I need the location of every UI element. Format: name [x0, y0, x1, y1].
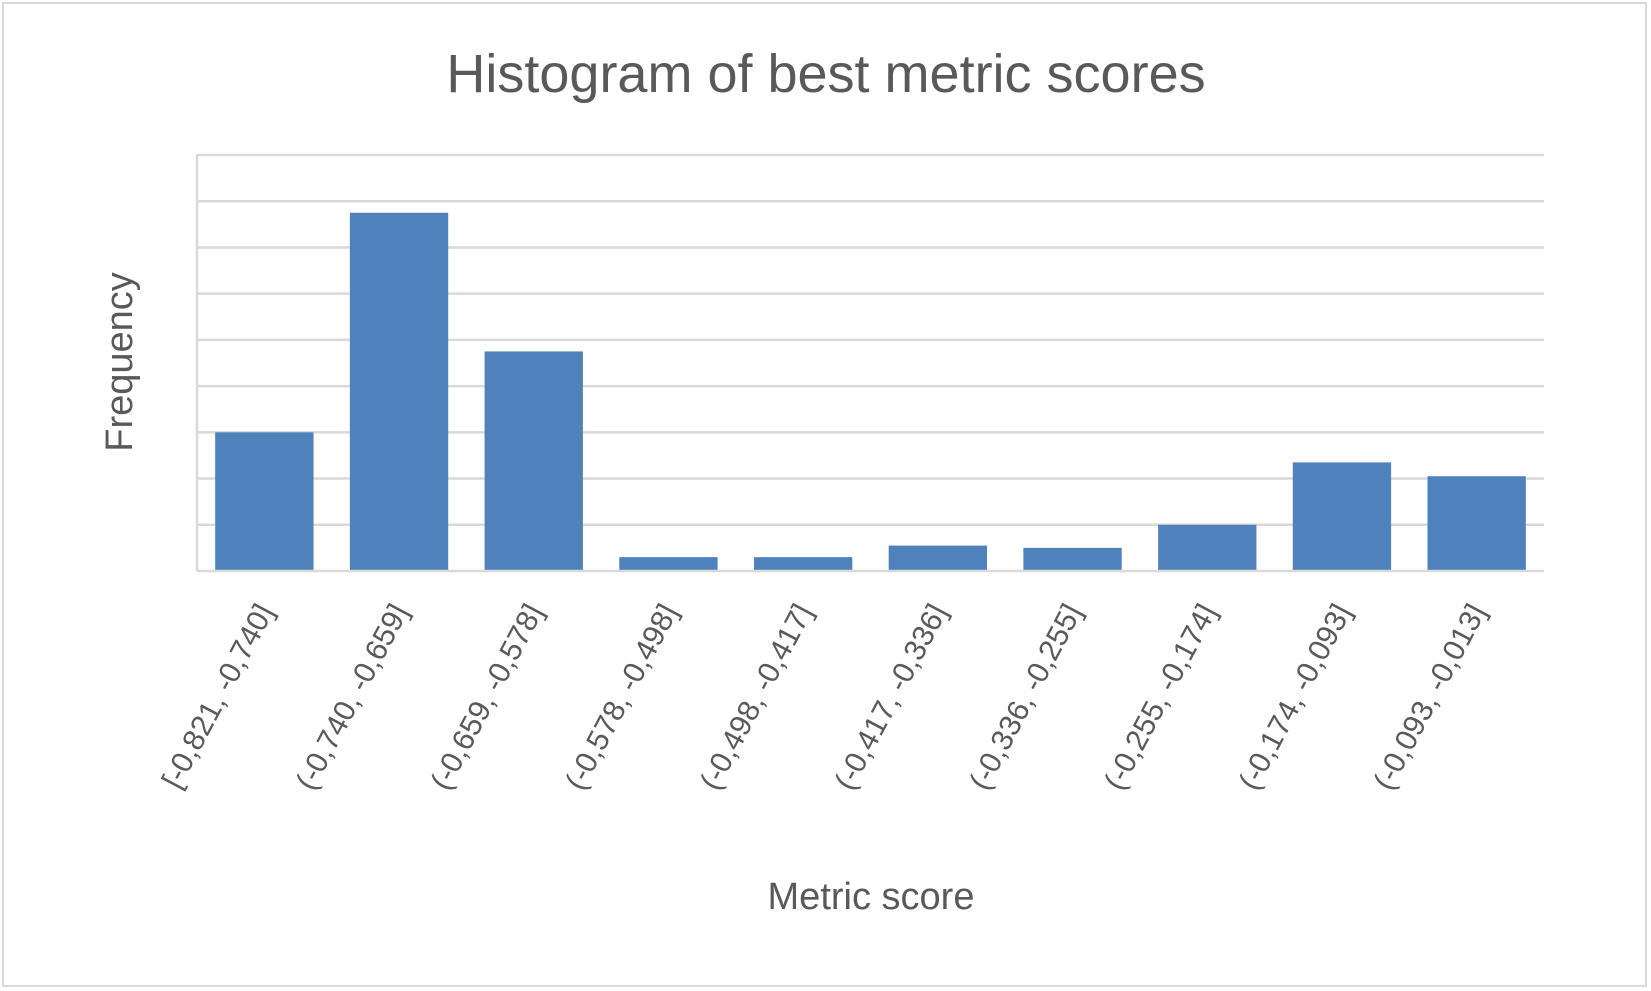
- bar: [619, 557, 718, 571]
- bar: [1158, 524, 1257, 571]
- x-tick-label: (-0,417, -0,336]: [829, 599, 954, 796]
- chart-title: Histogram of best metric scores: [446, 44, 1205, 104]
- bar: [1292, 462, 1392, 571]
- x-tick-label: (-0,093, -0,013]: [1367, 599, 1492, 796]
- x-tick-labels: [-0,821, -0,740] (-0,740, -0,659] (-0,659,…: [156, 599, 1493, 796]
- bars: [215, 212, 1526, 571]
- x-tick-label: [-0,821, -0,740]: [156, 599, 281, 794]
- bar: [1023, 547, 1122, 571]
- bar: [1427, 476, 1526, 571]
- histogram-chart: Histogram of best metric scores [-0,821,…: [99, 44, 1544, 918]
- bar: [215, 432, 314, 571]
- x-tick-label: (-0,255, -0,174]: [1098, 599, 1223, 796]
- y-axis-title: Frequency: [99, 272, 141, 452]
- x-tick-label: (-0,174, -0,093]: [1233, 599, 1358, 796]
- bar: [484, 351, 583, 571]
- bar: [753, 557, 853, 571]
- x-tick-label: (-0,498, -0,417]: [694, 599, 819, 796]
- x-tick-label: (-0,740, -0,659]: [290, 599, 415, 796]
- bar: [349, 212, 449, 571]
- x-tick-label: (-0,578, -0,498]: [559, 599, 684, 796]
- x-axis-title: Metric score: [768, 876, 975, 918]
- bar: [888, 545, 988, 571]
- x-tick-label: (-0,659, -0,578]: [424, 599, 549, 796]
- x-tick-label: (-0,336, -0,255]: [963, 599, 1088, 796]
